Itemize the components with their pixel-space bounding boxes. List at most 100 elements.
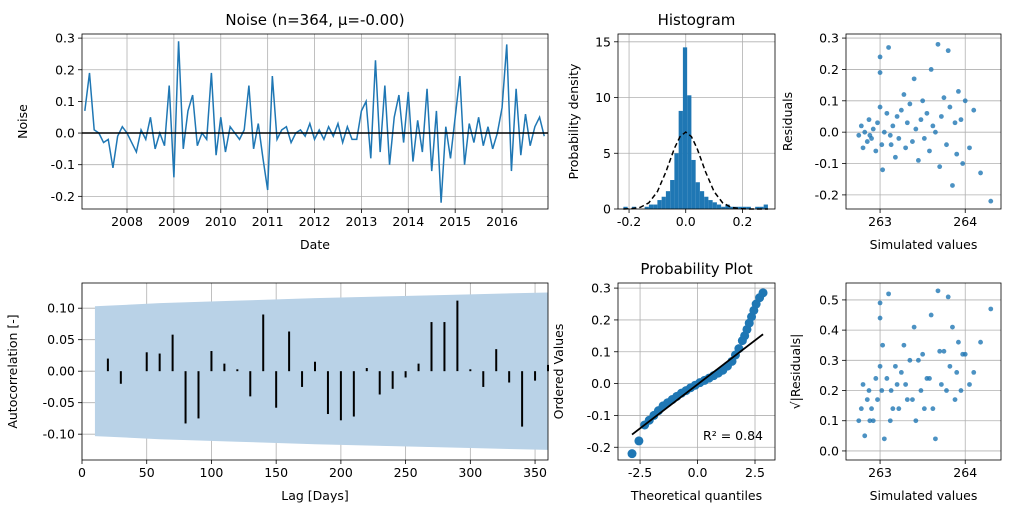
scatter-point [960,161,966,166]
confidence-band [94,292,548,450]
normal-curve [623,131,768,210]
x-tick-label: 263 [868,214,892,229]
scatter-point [938,114,944,119]
scatter-point [901,92,907,97]
scatter-point [864,139,870,144]
y-axis-label: Noise [15,104,30,139]
scatter-point [892,154,898,160]
scatter-point [867,132,873,138]
back-layer [81,283,548,460]
y-tick-label: 0.5 [819,292,839,307]
panel: 263 264 0.0 0.1 0.2 0.3 0.4 0.5 Simulated values… [788,282,1002,503]
scatter-point [927,148,932,154]
histogram-bar [721,206,726,209]
x-tick-label: 263 [868,465,892,480]
scatter-point [944,142,949,148]
scatter-point [928,312,934,318]
histogram-bar [687,95,692,209]
annotation: R² = 0.84 [703,428,763,443]
y-tick-label: 0.00 [47,364,75,379]
scatter-point [858,406,864,412]
scatter-point [958,388,964,393]
y-tick-label: 0.0 [819,443,839,458]
y-tick-label: -0.2 [587,440,611,455]
y-axis-label: Ordered Values [551,324,566,420]
scatter-point [950,324,955,330]
x-tick-label: 50 [139,465,155,480]
data-layer [856,41,994,204]
scatter-point [921,406,927,412]
y-tick-label: 0.3 [819,353,839,368]
scatter-point [935,288,941,294]
scatter-point [988,306,994,312]
y-tick-label: 0.3 [55,31,75,46]
back-layer [846,283,1001,460]
scatter-point [884,376,890,381]
panel: 2008 2009 2010 2011 2012 2013 2014 2015 2016 -0.2… [15,11,549,252]
scatter-point [894,114,900,119]
x-axis-label: Theoretical quantiles [630,488,762,503]
scatter-point [937,348,943,354]
histogram-bar [704,196,709,209]
scatter-point [954,370,960,375]
x-tick-label: 2009 [158,214,190,229]
scatter-point [941,95,947,101]
histogram-bar [661,196,666,209]
scatter-point [884,110,890,116]
histogram-bar [763,204,768,209]
y-tick-label: 0.05 [47,332,75,347]
histogram-bar [648,204,654,209]
histogram-bar [644,206,649,209]
x-tick-label: 300 [458,465,482,480]
scatter-point [935,41,941,47]
histogram-bar [653,204,658,209]
scatter-point [866,388,872,393]
y-tick-label: 0.1 [591,344,611,359]
panel-title: Probability Plot [640,260,752,278]
scatter-point [634,436,644,446]
histogram-bar [725,204,730,209]
scatter-point [894,382,900,387]
scatter-point [938,382,944,387]
y-tick-label: 0.2 [591,312,611,327]
scatter-point [933,436,938,442]
scatter-point [879,142,885,148]
x-tick-label: 2015 [439,214,471,229]
x-tick-label: 100 [200,465,224,480]
histogram-bar [729,206,734,209]
scatter-point [930,123,936,129]
scatter-point [877,54,883,60]
scatter-point [956,88,961,94]
y-tick-label: 0 [603,202,611,217]
x-tick-label: 0 [78,465,86,480]
scatter-point [978,339,983,345]
scatter-point [866,117,872,123]
scatter-point [860,145,866,151]
x-tick-label: 2014 [392,214,424,229]
y-tick-label: 0.10 [47,301,75,316]
scatter-point [907,101,913,107]
scatter-point [881,436,887,442]
y-tick-label: 0.0 [591,376,611,391]
y-tick-label: -0.10 [43,427,75,442]
scatter-point [910,139,915,144]
scatter-point [870,126,876,132]
scatter-point [918,117,924,123]
y-tick-label: 0.4 [819,323,839,338]
scatter-point [877,315,883,321]
scatter-point [877,363,883,369]
scatter-point [880,342,886,348]
y-tick-label: 0.3 [819,31,839,46]
scatter-point [875,397,880,402]
x-tick-label: 2013 [346,214,378,229]
scatter-point [962,351,968,357]
y-tick-label: 0.1 [819,93,839,108]
scatter-point [880,167,886,173]
histogram-bar [670,180,675,209]
scatter-point [877,104,883,110]
x-tick-label: 200 [329,465,353,480]
plot-frame [617,282,776,461]
scatter-point [947,104,953,110]
y-tick-label: -0.1 [587,408,611,423]
y-tick-label: 0.0 [819,125,839,140]
